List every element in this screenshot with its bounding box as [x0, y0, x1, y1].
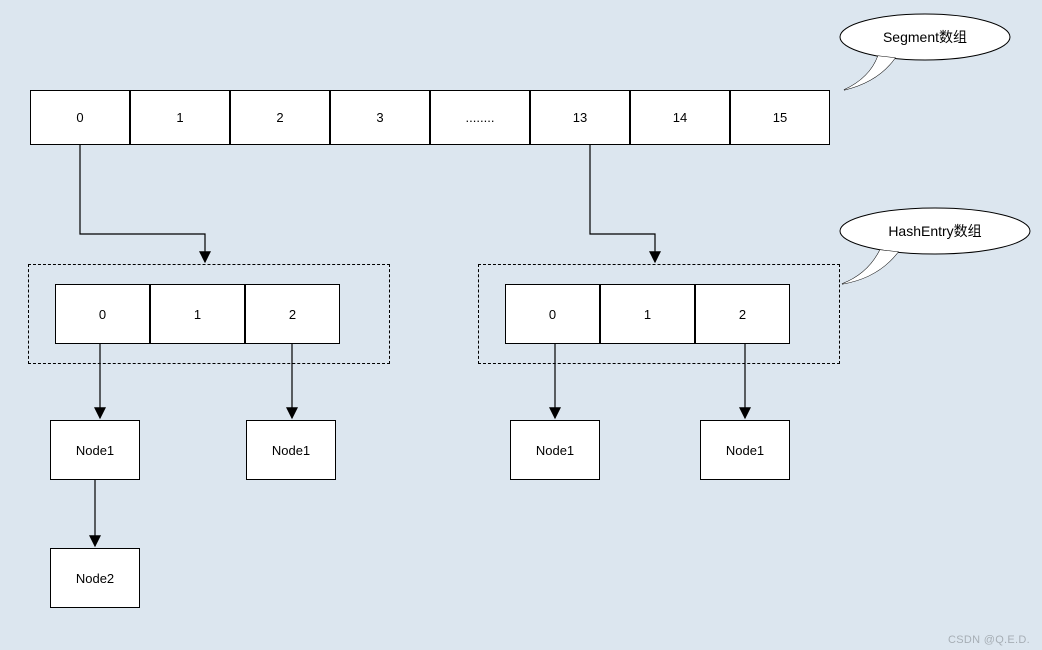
- watermark: CSDN @Q.E.D.: [948, 634, 1030, 646]
- watermark-text: CSDN @Q.E.D.: [948, 634, 1030, 646]
- callout-label: Segment数组: [883, 27, 967, 47]
- callout-label: HashEntry数组: [888, 221, 981, 241]
- callout-layer: [0, 0, 1042, 650]
- callout-segment: Segment数组: [840, 14, 1010, 60]
- callout-hashentry: HashEntry数组: [840, 208, 1030, 254]
